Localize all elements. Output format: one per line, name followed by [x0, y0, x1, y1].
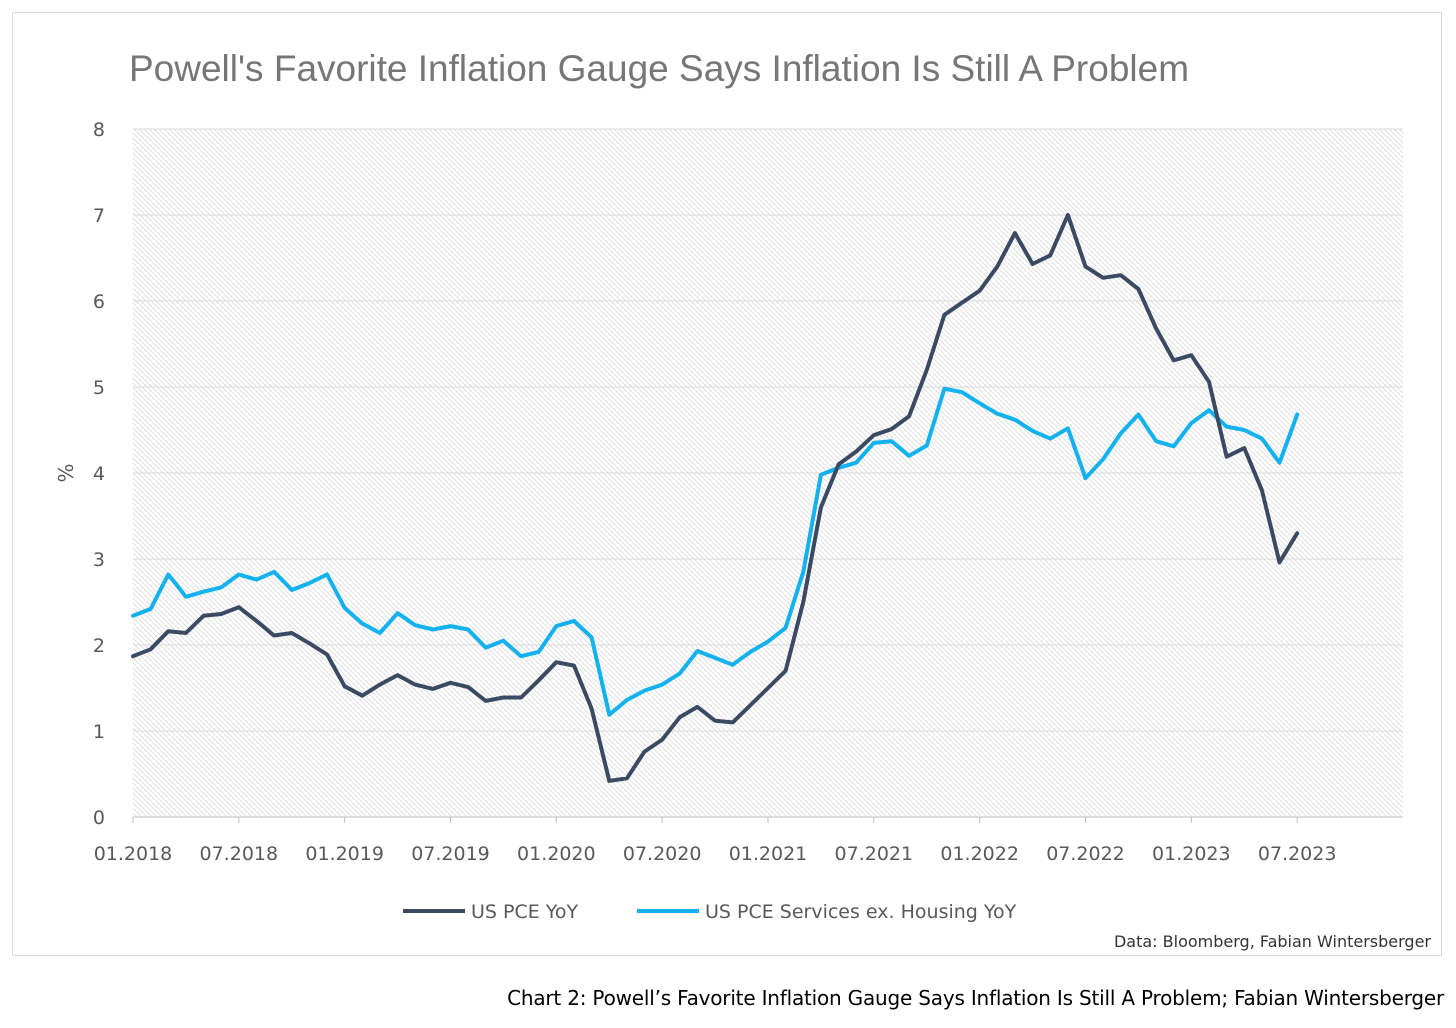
- line-chart: Powell's Favorite Inflation Gauge Says I…: [54, 48, 1431, 951]
- legend: US PCE YoY US PCE Services ex. Housing Y…: [403, 901, 1017, 923]
- chart-frame: Powell's Favorite Inflation Gauge Says I…: [12, 12, 1442, 956]
- x-tick-label: 07.2021: [835, 843, 914, 865]
- x-tick-label: 01.2020: [517, 843, 596, 865]
- x-axis-ticks: 01.2018 07.2018 01.2019 07.2019 01.2020 07.20…: [94, 817, 1337, 865]
- x-tick-label: 01.2022: [940, 843, 1019, 865]
- y-tick-label: 3: [93, 549, 105, 571]
- y-tick-label: 6: [93, 291, 105, 313]
- x-tick-label: 07.2020: [623, 843, 702, 865]
- figure-caption: Chart 2: Powell’s Favorite Inflation Gau…: [507, 986, 1444, 1010]
- legend-label-us-pce-yoy: US PCE YoY: [471, 901, 578, 923]
- y-axis-label: %: [54, 463, 78, 482]
- x-tick-label: 01.2018: [94, 843, 173, 865]
- chart-title: Powell's Favorite Inflation Gauge Says I…: [129, 48, 1189, 89]
- x-tick-label: 01.2021: [729, 843, 808, 865]
- x-tick-label: 07.2023: [1258, 843, 1337, 865]
- series-lines: [131, 213, 1300, 783]
- y-tick-label: 0: [93, 807, 105, 829]
- y-tick-label: 8: [93, 119, 105, 141]
- y-axis-ticks: 0 1 2 3 4 5 6 7 8: [93, 119, 105, 829]
- x-tick-label: 07.2022: [1046, 843, 1125, 865]
- y-tick-label: 4: [93, 463, 105, 485]
- y-tick-label: 5: [93, 377, 105, 399]
- x-tick-label: 01.2019: [305, 843, 384, 865]
- x-tick-label: 07.2018: [200, 843, 279, 865]
- series-line-us-pce-services-ex-housing: [131, 386, 1300, 717]
- data-source-note: Data: Bloomberg, Fabian Wintersberger: [1114, 932, 1431, 951]
- series-line-us-pce-yoy: [131, 213, 1300, 783]
- x-tick-label: 07.2019: [411, 843, 490, 865]
- y-tick-label: 2: [93, 635, 105, 657]
- x-tick-label: 01.2023: [1152, 843, 1231, 865]
- y-tick-label: 7: [93, 205, 105, 227]
- legend-label-us-pce-services: US PCE Services ex. Housing YoY: [705, 901, 1017, 923]
- y-tick-label: 1: [93, 721, 105, 743]
